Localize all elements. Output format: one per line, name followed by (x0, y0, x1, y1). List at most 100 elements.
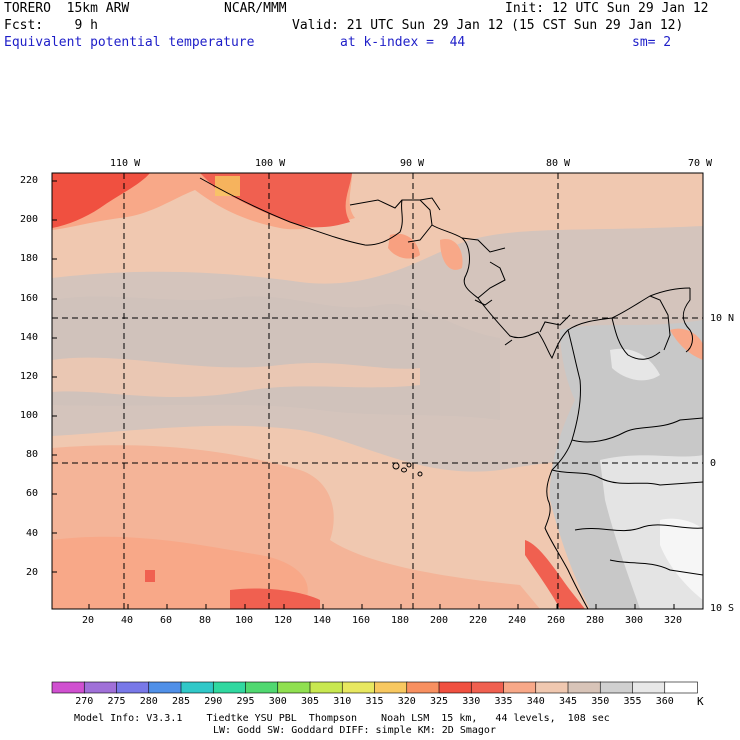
model-title: TORERO 15km ARW (4, 1, 130, 16)
y-tick-80: 80 (26, 449, 39, 460)
field-coast-red (525, 540, 585, 609)
smoothing-info: sm= 2 (632, 35, 672, 50)
x-tick-20: 20 (82, 615, 95, 626)
colorbar-swatch (83, 681, 118, 694)
x-tick-200: 200 (430, 615, 449, 626)
colorbar-unit: K (697, 695, 704, 708)
colorbar-swatch (567, 681, 602, 694)
lon-label-80w: 80 W (546, 158, 571, 169)
lon-label-90w: 90 W (400, 158, 425, 169)
x-tick-180: 180 (391, 615, 410, 626)
graticule (52, 173, 703, 609)
y-tick-220: 220 (20, 175, 39, 186)
lon-label-110w: 110 W (110, 158, 141, 169)
y-tick-20: 20 (26, 567, 39, 578)
colorbar-swatch (535, 681, 569, 694)
center-name: NCAR/MMM (224, 1, 287, 16)
colorbar-level-label: 325 (430, 696, 449, 707)
field-south-red (230, 588, 320, 609)
field-east-pink (670, 328, 703, 360)
field-land-white2 (610, 348, 660, 381)
colorbar-level-label: 285 (172, 696, 191, 707)
map-frame (51, 172, 704, 610)
y-tick-200: 200 (20, 214, 39, 225)
coastlines (199, 177, 703, 609)
x-tick-320: 320 (664, 615, 683, 626)
colorbar-swatch (245, 681, 279, 694)
y-tick-60: 60 (26, 488, 39, 499)
colorbar-swatch (341, 681, 376, 694)
x-tick-240: 240 (508, 615, 527, 626)
colorbar-level-label: 335 (494, 696, 513, 707)
init-time: Init: 12 UTC Sun 29 Jan 12 (505, 1, 709, 16)
lon-label-70w: 70 W (688, 158, 713, 169)
colorbar-swatch (632, 681, 666, 694)
field-mid-core (52, 296, 500, 420)
colorbar-swatch (503, 681, 537, 694)
colorbar-swatch (470, 681, 505, 694)
field-south-dot (145, 570, 155, 582)
lat-label-10s: 10 S (710, 603, 735, 614)
colorbar (51, 681, 698, 694)
x-tick-160: 160 (352, 615, 371, 626)
colorbar-level-label: 310 (333, 696, 352, 707)
model-info-line1: Model Info: V3.3.1 Tiedtke YSU PBL Thomp… (74, 713, 610, 724)
colorbar-level-label: 355 (623, 696, 642, 707)
colorbar-swatch (309, 681, 344, 694)
x-tick-60: 60 (160, 615, 173, 626)
y-tick-140: 140 (20, 332, 39, 343)
x-tick-260: 260 (547, 615, 566, 626)
field-ca-pink2 (440, 239, 463, 270)
colorbar-level-label: 360 (655, 696, 674, 707)
temperature-field (52, 173, 703, 609)
colorbar-swatch (277, 681, 311, 694)
model-info-line2: LW: Godd SW: Goddard DIFF: simple KM: 2D… (213, 725, 496, 736)
colorbar-level-label: 280 (139, 696, 158, 707)
tick-marks (52, 180, 675, 609)
colorbar-level-label: 350 (591, 696, 610, 707)
field-name: Equivalent potential temperature (4, 35, 255, 50)
colorbar-level-label: 340 (526, 696, 545, 707)
colorbar-level-label: 305 (301, 696, 320, 707)
colorbar-level-label: 315 (365, 696, 384, 707)
lat-label-10n: 10 N (710, 313, 735, 324)
colorbar-level-label: 330 (462, 696, 481, 707)
colorbar-swatch (664, 681, 698, 694)
x-tick-120: 120 (274, 615, 293, 626)
level-info: at k-index = 44 (340, 35, 466, 50)
y-tick-100: 100 (20, 410, 39, 421)
field-nw-red (52, 173, 150, 228)
colorbar-swatch (406, 681, 440, 694)
colorbar-level-label: 295 (236, 696, 255, 707)
x-tick-80: 80 (199, 615, 212, 626)
colorbar-level-label: 290 (204, 696, 223, 707)
colorbar-swatch (599, 681, 634, 694)
x-tick-100: 100 (235, 615, 254, 626)
field-ca-pink (388, 233, 420, 259)
colorbar-level-label: 320 (397, 696, 416, 707)
field-streak (52, 357, 420, 397)
colorbar-swatch (51, 681, 86, 694)
colorbar-level-label: 345 (559, 696, 578, 707)
x-tick-300: 300 (625, 615, 644, 626)
x-tick-280: 280 (586, 615, 605, 626)
colorbar-swatch (438, 681, 473, 694)
colorbar-swatch (148, 681, 182, 694)
y-tick-120: 120 (20, 371, 39, 382)
colorbar-level-label: 270 (75, 696, 94, 707)
y-tick-160: 160 (20, 293, 39, 304)
y-tick-180: 180 (20, 253, 39, 264)
x-tick-140: 140 (313, 615, 332, 626)
lat-label-0: 0 (710, 458, 717, 469)
x-tick-40: 40 (121, 615, 134, 626)
colorbar-level-label: 275 (107, 696, 126, 707)
field-hotspot (215, 176, 240, 196)
lon-label-100w: 100 W (255, 158, 286, 169)
colorbar-level-label: 300 (268, 696, 287, 707)
y-tick-40: 40 (26, 528, 39, 539)
forecast-hour: Fcst: 9 h (4, 18, 98, 33)
x-tick-220: 220 (469, 615, 488, 626)
valid-time: Valid: 21 UTC Sun 29 Jan 12 (15 CST Sun … (292, 18, 684, 33)
colorbar-swatch (374, 681, 408, 694)
